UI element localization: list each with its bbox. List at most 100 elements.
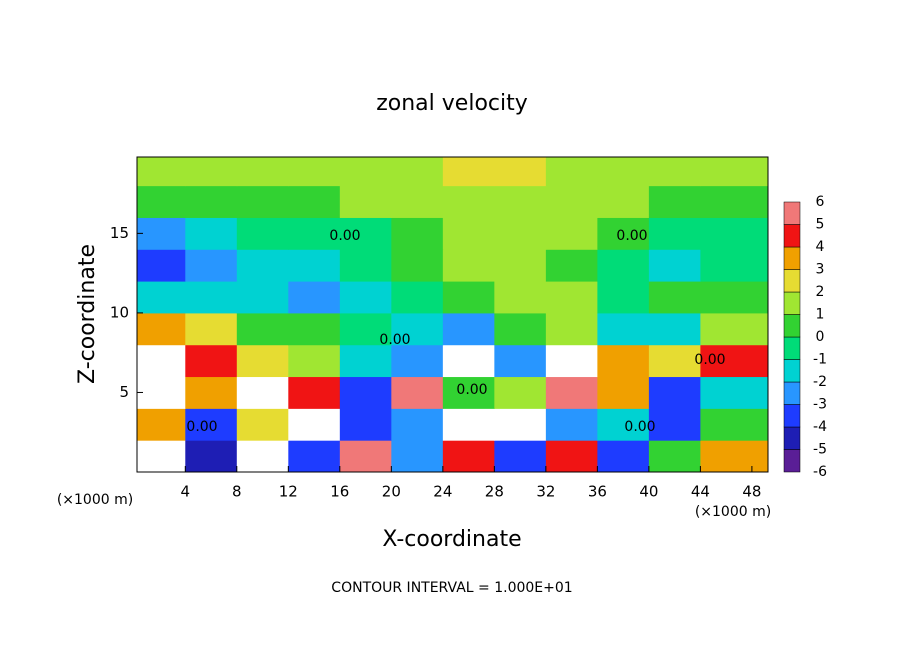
heat-cell [700, 157, 769, 187]
heat-cell [391, 185, 444, 218]
x-axis-label: X-coordinate [382, 527, 521, 552]
heat-cell [137, 281, 186, 314]
heat-cell [648, 312, 701, 346]
heat-cell [545, 440, 598, 473]
note: CONTOUR INTERVAL = 1.000E+01 [331, 580, 572, 596]
heat-cell [442, 217, 495, 250]
heat-cell [545, 157, 598, 187]
heat-cell [545, 185, 598, 218]
heat-cell [494, 376, 547, 409]
heat-cell [288, 281, 341, 314]
colorbar-swatch [783, 269, 801, 293]
colorbar-label: 6 [816, 194, 825, 210]
heat-cell [137, 157, 186, 187]
heat-cell [236, 217, 289, 250]
heat-cell [185, 217, 238, 250]
colorbar-label: -3 [813, 397, 827, 413]
heat-cell [339, 344, 392, 378]
heat-cell [185, 312, 238, 346]
heat-cell [442, 344, 495, 378]
heat-cell [288, 376, 341, 409]
heat-cell [494, 440, 547, 473]
heat-cell [339, 217, 392, 250]
heat-cell [236, 185, 289, 218]
heat-cell [391, 440, 444, 473]
heat-cell [236, 157, 289, 187]
heat-cell [137, 344, 186, 378]
heat-cell [597, 157, 650, 187]
heat-cell [597, 408, 650, 441]
x-tick-label: 48 [742, 483, 761, 501]
heat-cell [137, 249, 186, 282]
heat-cell [288, 217, 341, 250]
heat-cell [442, 312, 495, 346]
heat-cell [391, 281, 444, 314]
heat-cell [700, 408, 769, 441]
heat-cell [597, 249, 650, 282]
heat-cell [185, 344, 238, 378]
heat-cell [288, 344, 341, 378]
heat-cell [442, 281, 495, 314]
heat-cell [442, 408, 495, 441]
colorbar-label: 5 [816, 217, 825, 233]
heat-cell [597, 185, 650, 218]
heat-cell [236, 281, 289, 314]
heat-cell [185, 408, 238, 441]
heat-cell [494, 312, 547, 346]
heat-cell [442, 185, 495, 218]
heat-cell [494, 217, 547, 250]
heat-cell [494, 185, 547, 218]
heat-cell [339, 408, 392, 441]
heat-cell [442, 376, 495, 409]
heat-cell [288, 312, 341, 346]
heat-cell [185, 249, 238, 282]
heat-cell [236, 312, 289, 346]
x-tick-label: 20 [382, 483, 401, 501]
heat-cell [236, 440, 289, 473]
heat-cell [339, 376, 392, 409]
heat-cell [648, 185, 701, 218]
x-tick-label: 36 [588, 483, 607, 501]
colorbar-swatch [783, 201, 801, 225]
colorbar-label: -6 [813, 464, 827, 480]
colorbar-swatch [783, 359, 801, 383]
y-tick-label: 15 [110, 224, 129, 242]
plot-frame [136, 156, 769, 473]
heat-cell [597, 440, 650, 473]
heat-cell [185, 376, 238, 409]
heat-cell [700, 376, 769, 409]
colorbar-label: 2 [816, 284, 825, 300]
heat-cell [391, 344, 444, 378]
heat-cell [288, 157, 341, 187]
contour-label: 0.00 [379, 332, 410, 348]
heat-cell [597, 312, 650, 346]
colorbar-label: 1 [816, 307, 825, 323]
heat-cell [339, 157, 392, 187]
x-tick-label: 32 [536, 483, 555, 501]
chart-title: zonal velocity [376, 91, 528, 116]
heat-cell [339, 249, 392, 282]
colorbar-swatch [783, 449, 801, 473]
heat-cell [545, 344, 598, 378]
contour-label: 0.00 [186, 419, 217, 435]
heat-cell [494, 157, 547, 187]
x-tick-label: 8 [232, 483, 242, 501]
contour-label: 0.00 [616, 228, 647, 244]
heat-cell [494, 344, 547, 378]
heat-cell [391, 249, 444, 282]
colorbar-label: -4 [813, 419, 827, 435]
heat-cell [185, 440, 238, 473]
y-tick-label: 10 [110, 303, 129, 321]
heat-cell [700, 344, 769, 378]
colorbar-swatch [783, 246, 801, 270]
heat-cell [391, 157, 444, 187]
x-tick-label: 28 [485, 483, 504, 501]
heat-cell [236, 376, 289, 409]
heat-cell [545, 376, 598, 409]
x-unit-label: (×1000 m) [57, 492, 133, 508]
heat-cell [391, 408, 444, 441]
heat-cell [597, 217, 650, 250]
heat-cell [700, 249, 769, 282]
heat-cell [288, 408, 341, 441]
